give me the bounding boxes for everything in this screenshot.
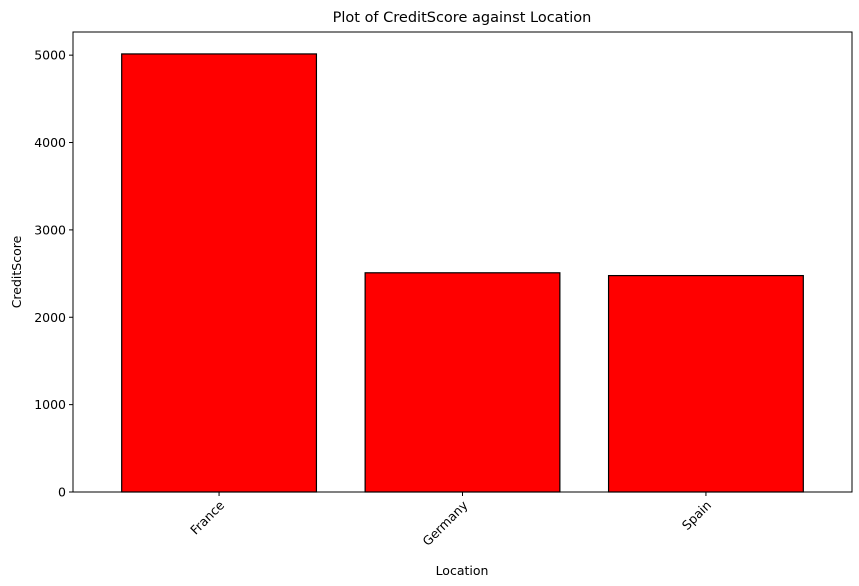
bars-layer <box>121 53 804 493</box>
x-axis-ticks: France Germany Spain <box>187 492 714 549</box>
y-tick-label: 5000 <box>34 48 66 63</box>
y-tick-label: 3000 <box>34 222 66 237</box>
plot-frame <box>72 31 853 493</box>
y-tick-label: 4000 <box>34 135 66 150</box>
bar-germany <box>364 272 561 493</box>
x-tick-label-spain: Spain <box>679 498 714 533</box>
y-tick-label: 1000 <box>34 397 66 412</box>
x-tick-label-france: France <box>187 497 227 537</box>
x-axis-label: Location <box>436 563 489 578</box>
x-tick-label-germany: Germany <box>419 497 471 549</box>
chart-title: Plot of CreditScore against Location <box>333 10 592 26</box>
y-tick-label: 2000 <box>34 310 66 325</box>
y-tick-label: 0 <box>58 485 66 500</box>
bar-spain <box>607 274 804 493</box>
y-axis-ticks: 0 1000 2000 3000 4000 5000 <box>34 48 73 500</box>
bar-france <box>121 53 318 493</box>
y-axis-label: CreditScore <box>9 235 24 308</box>
